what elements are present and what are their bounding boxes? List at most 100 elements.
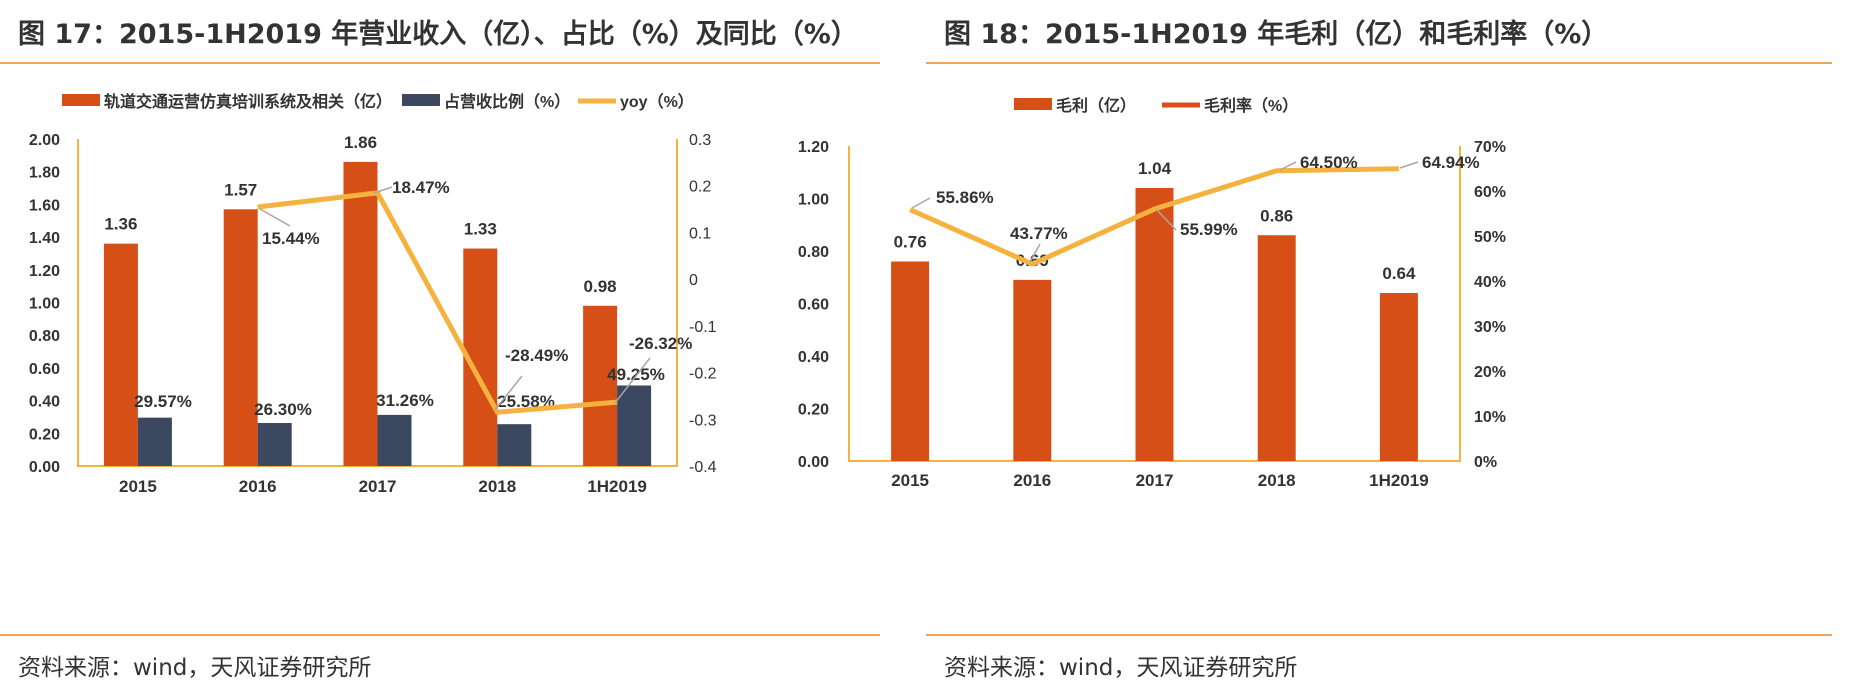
- gross-margin-data-label: 64.50%: [1300, 153, 1358, 172]
- margin-leader-line: [1279, 161, 1297, 171]
- x-tick-label: 2017: [359, 477, 397, 496]
- x-tick-label: 2015: [119, 477, 157, 496]
- gross-profit-bar: [1379, 293, 1418, 461]
- margin-leader-line: [911, 197, 931, 209]
- y2-tick-label: 30%: [1474, 319, 1506, 336]
- y-tick-label: 1.80: [29, 165, 60, 182]
- x-tick-label: 2015: [891, 471, 929, 490]
- margin-leader-line: [1155, 208, 1177, 231]
- gross-profit-bar-label: 0.76: [894, 233, 927, 252]
- x-tick-label: 1H2019: [1369, 471, 1429, 490]
- y-tick-label: 0.60: [798, 297, 829, 314]
- x-tick-label: 2016: [1013, 471, 1051, 490]
- gross-margin-data-label: 55.99%: [1180, 220, 1238, 239]
- revenue-bar-label: 1.33: [464, 220, 497, 239]
- revenue-bar-label: 0.98: [584, 277, 617, 296]
- y2-tick-label: 20%: [1474, 364, 1506, 381]
- gross-margin-data-label: 64.94%: [1422, 153, 1480, 172]
- y-tick-label: 1.20: [29, 263, 60, 280]
- y-tick-label: 1.40: [29, 230, 60, 247]
- y-tick-label: 1.00: [29, 296, 60, 313]
- y-tick-label: 0.20: [798, 402, 829, 419]
- legend-swatch-share: [402, 94, 440, 106]
- revenue-bar: [343, 161, 378, 466]
- y2-tick-label: -0.2: [689, 366, 717, 383]
- share-bar-label: 29.57%: [134, 392, 192, 411]
- revenue-bar-label: 1.57: [224, 180, 257, 199]
- figure-18-panel: 图 18：2015-1H2019 年毛利（亿）和毛利率（%） 0.00 0.20 0…: [798, 0, 1846, 682]
- y2-tick-label: 10%: [1474, 409, 1506, 426]
- figure-17-title: 图 17：2015-1H2019 年营业收入（亿）、占比（%）及同比（%）: [18, 19, 858, 50]
- legend-label-gross-margin: 毛利率（%）: [1204, 96, 1298, 115]
- share-bar: [137, 417, 172, 466]
- gross-profit-bar-label: 0.64: [1382, 264, 1416, 283]
- x-tick-label: 1H2019: [587, 477, 647, 496]
- y2-tick-label: 0%: [1474, 454, 1497, 471]
- gross-profit-bar: [1257, 235, 1296, 461]
- yoy-leader-line: [494, 375, 523, 411]
- figure-18-title: 图 18：2015-1H2019 年毛利（亿）和毛利率（%）: [944, 19, 1609, 50]
- y2-tick-label: 50%: [1474, 229, 1506, 246]
- yoy-leader-line: [373, 186, 393, 194]
- legend-label-revenue: 轨道交通运营仿真培训系统及相关（亿）: [104, 92, 392, 111]
- y-tick-label: 0.40: [29, 394, 60, 411]
- revenue-bar-label: 1.36: [104, 215, 137, 234]
- y-tick-label: 0.20: [29, 426, 60, 443]
- yoy-data-label: 18.47%: [392, 178, 450, 197]
- y-tick-label: 0.80: [798, 244, 829, 261]
- share-bar: [617, 385, 652, 466]
- y2-tick-label: 0.1: [689, 225, 711, 242]
- y-tick-label: 2.00: [29, 132, 60, 149]
- share-bar-label: 31.26%: [376, 391, 434, 410]
- y2-tick-label: -0.1: [689, 319, 717, 336]
- gross-margin-data-label: 43.77%: [1010, 224, 1068, 243]
- y-tick-label: 0.40: [798, 349, 829, 366]
- gross-profit-chart: 0.00 0.20 0.40 0.60 0.80 1.00 1.20 0% 10% 20% 30% 4…: [798, 96, 1506, 490]
- y2-tick-label: 40%: [1474, 274, 1506, 291]
- gross-profit-bar-label: 0.86: [1260, 206, 1293, 225]
- legend-swatch-gross-profit: [1014, 98, 1052, 110]
- y2-tick-label: -0.4: [689, 459, 717, 476]
- share-bar: [257, 422, 292, 466]
- margin-leader-line: [1029, 243, 1041, 263]
- legend-label-gross-profit: 毛利（亿）: [1056, 96, 1136, 115]
- yoy-data-label: -28.49%: [505, 346, 568, 365]
- gross-profit-bar: [891, 261, 930, 461]
- y2-tick-label: 0.2: [689, 179, 711, 196]
- y-tick-label: 1.00: [798, 192, 829, 209]
- figure-18-bottom-rule: [926, 634, 1832, 636]
- figure-18-source: 资料来源：wind，天风证券研究所: [944, 655, 1298, 681]
- gross-margin-data-label: 55.86%: [936, 188, 994, 207]
- y2-tick-label: 60%: [1474, 184, 1506, 201]
- y-tick-label: 1.60: [29, 197, 60, 214]
- gross-margin-line: [909, 166, 1399, 267]
- share-bar: [377, 414, 412, 466]
- figure-17-source: 资料来源：wind，天风证券研究所: [18, 655, 372, 681]
- yoy-data-label: -26.32%: [629, 334, 692, 353]
- revenue-bar: [223, 209, 258, 466]
- y2-tick-label: 70%: [1474, 139, 1506, 156]
- legend-swatch-revenue: [62, 94, 100, 106]
- y-tick-label: 0.00: [29, 459, 60, 476]
- revenue-bar-label: 1.86: [344, 133, 377, 152]
- x-tick-label: 2018: [478, 477, 516, 496]
- figure-17-panel: 图 17：2015-1H2019 年营业收入（亿）、占比（%）及同比（%） 0.…: [0, 0, 880, 682]
- share-bar-label: 49.25%: [607, 365, 665, 384]
- gross-profit-bar: [1135, 188, 1174, 461]
- gross-profit-bar-label: 1.04: [1138, 159, 1172, 178]
- legend-label-yoy: yoy（%）: [620, 93, 694, 111]
- margin-leader-line: [1399, 161, 1419, 169]
- y2-tick-label: -0.3: [689, 412, 717, 429]
- yoy-leader-line: [614, 357, 651, 404]
- share-bar: [497, 424, 532, 466]
- yoy-line: [257, 190, 618, 415]
- y-tick-label: 0.00: [798, 454, 829, 471]
- gross-profit-bar-label: 0.69: [1016, 251, 1049, 270]
- legend-label-share: 占营收比例（%）: [444, 92, 570, 111]
- revenue-bar: [103, 243, 138, 466]
- y-tick-label: 0.80: [29, 328, 60, 345]
- y2-tick-label: 0.3: [689, 132, 711, 149]
- x-tick-label: 2016: [239, 477, 277, 496]
- figure-18-top-rule: [926, 62, 1832, 64]
- revenue-bar: [583, 305, 618, 466]
